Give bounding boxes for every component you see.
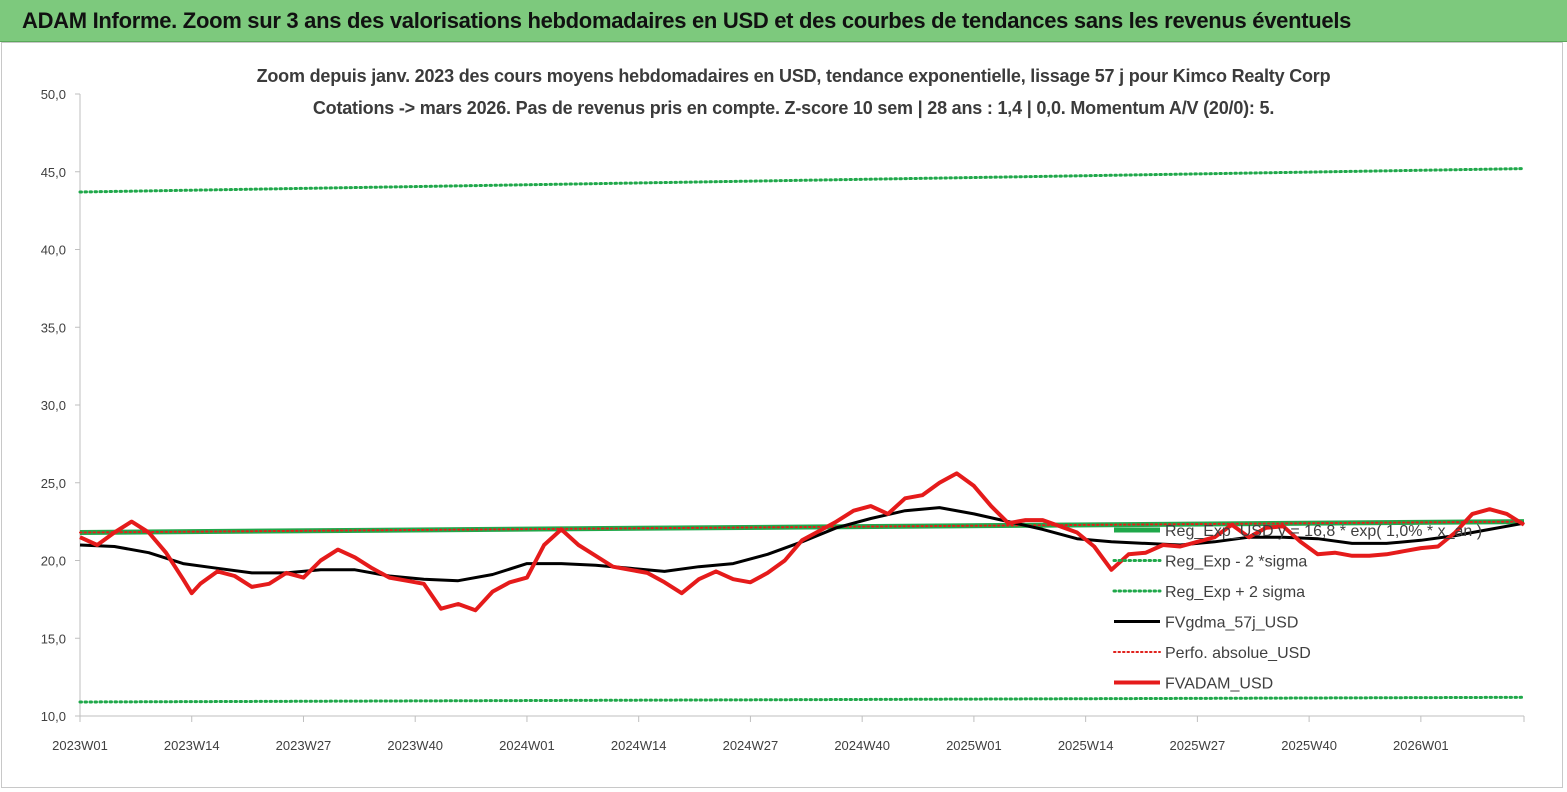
y-tick-label: 15,0 [41, 631, 66, 646]
y-tick-label: 25,0 [41, 476, 66, 491]
legend-label-reg-exp-usd-y-16-8-exp-1-0-x-an: Reg_Exp_USD y = 16,8 * exp( 1,0% * x_an … [1165, 523, 1482, 540]
y-tick-label: 30,0 [41, 398, 66, 413]
x-tick-label: 2025W40 [1281, 738, 1337, 753]
series-line-perfo-absolue-usd [79, 520, 1525, 534]
x-tick-label: 2023W40 [387, 738, 443, 753]
y-tick-label: 40,0 [41, 243, 66, 258]
x-tick-label: 2025W14 [1058, 738, 1114, 753]
report-banner: ADAM Informe. Zoom sur 3 ans des valoris… [0, 0, 1567, 42]
x-tick-label: 2023W27 [276, 738, 332, 753]
x-tick-label: 2023W14 [164, 738, 220, 753]
legend-label-fvadam-usd: FVADAM_USD [1165, 676, 1273, 693]
chart-subtitle: Cotations -> mars 2026. Pas de revenus p… [312, 98, 1275, 118]
series-line-fvgdma-57j-usd [79, 506, 1525, 583]
y-tick-label: 35,0 [41, 320, 66, 335]
series-line-fvadam-usd [79, 471, 1526, 613]
y-tick-label: 45,0 [41, 165, 66, 180]
x-tick-label: 2025W01 [946, 738, 1002, 753]
x-tick-label: 2025W27 [1170, 738, 1226, 753]
chart-frame [1, 42, 1563, 788]
chart-title: Zoom depuis janv. 2023 des cours moyens … [256, 66, 1331, 86]
series-line-reg-exp-2-sigma [78, 695, 1526, 704]
legend-label-reg-exp-2-sigma: Reg_Exp + 2 sigma [1165, 584, 1305, 601]
legend-label-reg-exp-2-sigma: Reg_Exp - 2 *sigma [1165, 554, 1307, 571]
x-tick-label: 2023W01 [52, 738, 108, 753]
series-line-reg-exp-2-sigma [78, 167, 1526, 194]
x-tick-label: 2024W14 [611, 738, 667, 753]
y-tick-label: 10,0 [41, 709, 66, 724]
x-tick-label: 2026W01 [1393, 738, 1449, 753]
y-tick-label: 20,0 [41, 554, 66, 569]
x-tick-label: 2024W01 [499, 738, 555, 753]
legend-label-fvgdma-57j-usd: FVgdma_57j_USD [1165, 615, 1298, 632]
x-tick-label: 2024W40 [834, 738, 890, 753]
report-title: ADAM Informe. Zoom sur 3 ans des valoris… [22, 8, 1352, 33]
y-tick-label: 50,0 [41, 87, 66, 102]
x-tick-label: 2024W27 [723, 738, 779, 753]
legend-label-perfo-absolue-usd: Perfo. absolue_USD [1165, 645, 1311, 662]
